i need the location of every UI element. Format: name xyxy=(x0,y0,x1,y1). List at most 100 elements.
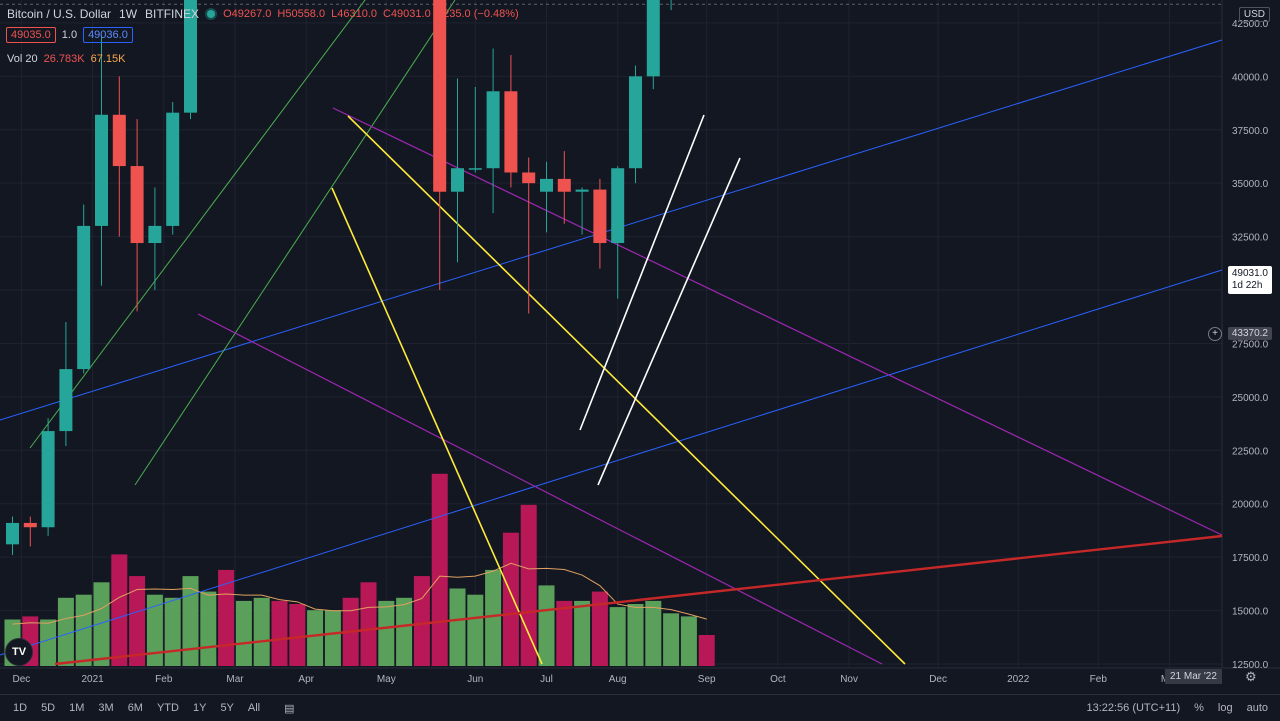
volume-bar xyxy=(378,600,395,666)
candle-body xyxy=(6,522,19,545)
x-tick-label: 2022 xyxy=(1007,674,1030,685)
volume-bar xyxy=(40,619,57,666)
volume-bar xyxy=(271,600,288,666)
volume-ma-line xyxy=(12,562,707,625)
tradingview-logo-icon[interactable]: TV xyxy=(5,638,33,666)
candle-body xyxy=(468,168,482,170)
candle-body xyxy=(23,522,37,528)
add-alert-icon[interactable]: + xyxy=(1208,327,1222,341)
volume-bar xyxy=(591,591,608,666)
ohlc-close: C49031.0 xyxy=(383,8,431,20)
range-button-1y[interactable]: 1Y xyxy=(192,702,207,714)
candle-countdown: 1d 22h xyxy=(1231,280,1263,291)
chart-header: Bitcoin / U.S. Dollar 1W BITFINEX O49267… xyxy=(7,7,519,21)
volume-bar xyxy=(431,473,448,666)
volume-bar xyxy=(307,610,324,666)
volume-bar xyxy=(93,582,110,666)
volume-bar xyxy=(520,504,537,666)
trend-line xyxy=(597,157,741,486)
volume-bar xyxy=(663,613,680,666)
candle-body xyxy=(148,225,162,244)
ohlc-high: H50558.0 xyxy=(277,8,326,20)
trend-line xyxy=(347,115,906,665)
ohlc-open: O49267.0 xyxy=(223,8,272,20)
horizontal-line-price-tag: 43370.2 xyxy=(1227,327,1272,340)
y-tick-label: 42500.0 xyxy=(1232,19,1269,30)
range-button-1m[interactable]: 1M xyxy=(69,702,85,714)
spread-value: 1.0 xyxy=(61,29,78,41)
y-tick-label: 40000.0 xyxy=(1232,72,1269,83)
ohlc-readout: O49267.0 H50558.0 L46310.0 C49031.0 −235… xyxy=(223,8,519,20)
volume-bar xyxy=(627,604,644,666)
candle-body xyxy=(59,369,73,432)
trend-line xyxy=(197,313,883,665)
range-button-ytd[interactable]: YTD xyxy=(156,702,179,714)
y-tick-label: 22500.0 xyxy=(1232,446,1269,457)
candle-body xyxy=(540,178,553,192)
candle-body xyxy=(166,112,180,226)
volume-bar xyxy=(609,607,626,666)
range-button-5d[interactable]: 5D xyxy=(41,702,56,714)
interval-label[interactable]: 1W xyxy=(119,7,138,21)
last-price-value: 49031.0 xyxy=(1231,268,1268,279)
trend-line xyxy=(29,0,366,449)
bottom-right-controls: 13:22:56 (UTC+11) % log auto xyxy=(1086,702,1268,714)
buy-button[interactable]: 49036.0 xyxy=(83,27,133,43)
ohlc-low: L46310.0 xyxy=(331,8,377,20)
candle-body xyxy=(629,76,642,169)
volume-bar xyxy=(467,594,484,666)
calendar-range-icon[interactable]: ▤ xyxy=(284,702,295,715)
percent-scale-button[interactable]: % xyxy=(1194,702,1204,714)
candle-body xyxy=(451,168,464,192)
candle-body xyxy=(184,0,197,113)
y-tick-label: 25000.0 xyxy=(1232,393,1269,404)
market-status-icon xyxy=(207,10,216,18)
y-tick-label: 17500.0 xyxy=(1232,553,1269,564)
volume-bar xyxy=(538,585,555,666)
trend-line xyxy=(0,269,1223,656)
trend-line xyxy=(331,187,543,665)
volume-bar xyxy=(289,604,306,666)
range-buttons: 1D 5D 1M 3M 6M YTD 1Y 5Y All xyxy=(13,702,260,714)
volume-bar xyxy=(645,600,662,666)
candle-body xyxy=(504,91,518,173)
volume-bar xyxy=(146,594,163,666)
volume-bar xyxy=(485,569,502,666)
clock-readout[interactable]: 13:22:56 (UTC+11) xyxy=(1086,702,1181,714)
x-tick-label: Jun xyxy=(467,674,483,685)
sell-button[interactable]: 49035.0 xyxy=(6,27,56,43)
volume-bar xyxy=(574,600,591,666)
candle-body xyxy=(95,114,108,226)
candle-body xyxy=(130,166,144,244)
auto-scale-button[interactable]: auto xyxy=(1246,702,1268,714)
bottom-toolbar: 1D 5D 1M 3M 6M YTD 1Y 5Y All ▤ 13:22:56 (UTC+11)… xyxy=(0,694,1280,721)
range-button-1d[interactable]: 1D xyxy=(13,702,28,714)
y-tick-label: 20000.0 xyxy=(1232,500,1269,511)
volume-bar xyxy=(253,597,270,666)
ohlc-change: −235.0 (−0.48%) xyxy=(436,8,519,20)
price-chart[interactable]: 12500.0 15000.0 17500.0 20000.0 22500.0 25000… xyxy=(0,0,1280,694)
gear-icon[interactable]: ⚙ xyxy=(1245,669,1257,684)
trend-line xyxy=(0,39,1223,421)
range-button-6m[interactable]: 6M xyxy=(127,702,143,714)
candle-body xyxy=(522,172,536,184)
candle-body xyxy=(77,225,91,370)
range-button-3m[interactable]: 3M xyxy=(98,702,114,714)
y-tick-label: 12500.0 xyxy=(1232,660,1269,671)
volume-ma-value: 67.15K xyxy=(90,53,126,65)
volume-bar xyxy=(182,576,199,666)
volume-bar xyxy=(57,597,74,666)
volume-bar xyxy=(556,600,573,666)
symbol-title[interactable]: Bitcoin / U.S. Dollar xyxy=(7,7,112,21)
y-tick-label: 32500.0 xyxy=(1232,233,1269,244)
log-scale-button[interactable]: log xyxy=(1217,702,1233,714)
volume-label[interactable]: Vol 20 xyxy=(7,53,38,65)
x-tick-label: Apr xyxy=(298,674,314,685)
y-tick-label: 15000.0 xyxy=(1232,607,1269,618)
currency-selector[interactable]: USD xyxy=(1238,7,1270,22)
range-button-all[interactable]: All xyxy=(247,702,261,714)
x-tick-label: Oct xyxy=(770,674,786,685)
volume-bar xyxy=(698,635,715,666)
range-button-5y[interactable]: 5Y xyxy=(220,702,234,714)
candle-body xyxy=(593,189,607,244)
